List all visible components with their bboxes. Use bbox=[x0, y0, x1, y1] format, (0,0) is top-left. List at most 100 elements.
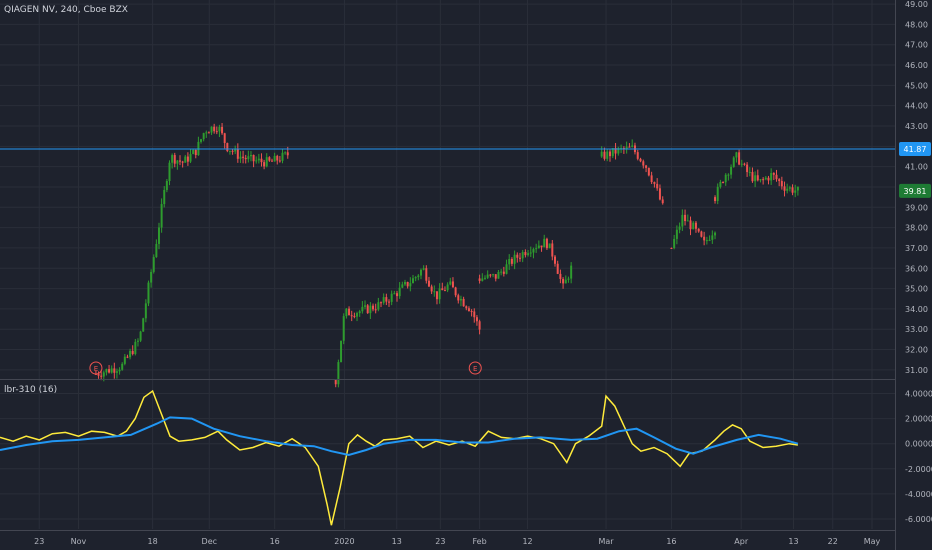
candle-body bbox=[108, 369, 111, 373]
candle-body bbox=[681, 214, 684, 227]
candle-body bbox=[462, 298, 465, 307]
candle-body bbox=[446, 284, 449, 291]
candle-body bbox=[147, 282, 150, 304]
candle-body bbox=[369, 305, 372, 314]
candle-body bbox=[730, 166, 733, 175]
candle-body bbox=[661, 199, 664, 204]
candle-body bbox=[454, 287, 457, 296]
candle-body bbox=[513, 254, 516, 264]
candle-body bbox=[244, 157, 247, 160]
candle-body bbox=[176, 160, 179, 164]
candle-body bbox=[239, 156, 242, 159]
candle-body bbox=[457, 295, 460, 301]
candle-body bbox=[197, 141, 200, 156]
candle-body bbox=[449, 281, 452, 285]
time-tick-label: 12 bbox=[522, 537, 532, 546]
candle-body bbox=[492, 274, 495, 276]
candle-body bbox=[714, 232, 717, 236]
candle-body bbox=[705, 240, 708, 242]
candle-body bbox=[110, 368, 113, 373]
indicator-legend[interactable]: lbr-310 (16) bbox=[4, 385, 58, 395]
candle-body bbox=[414, 277, 417, 279]
candle-body bbox=[727, 174, 730, 176]
candle-body bbox=[207, 132, 210, 134]
candle-body bbox=[286, 152, 289, 156]
candle-body bbox=[353, 315, 356, 317]
time-axis[interactable]: 23 Nov 18 Dec 16 2020 13 23 Feb 12 Mar 16 Apr 13 22 May bbox=[34, 537, 880, 546]
candle-body bbox=[100, 375, 103, 377]
candle-body bbox=[136, 340, 139, 342]
candle-body bbox=[527, 253, 530, 256]
candle-body bbox=[494, 274, 497, 279]
candle-body bbox=[606, 151, 609, 159]
candle-body bbox=[200, 139, 203, 142]
candle-body bbox=[537, 245, 540, 249]
candle-body bbox=[647, 167, 650, 176]
candle-body bbox=[342, 316, 345, 341]
candle-body bbox=[600, 151, 603, 157]
candle-body bbox=[788, 187, 791, 189]
candle-body bbox=[192, 149, 195, 155]
candle-body bbox=[521, 252, 524, 259]
price-tick-label: 44.00 bbox=[905, 102, 928, 111]
candle-body bbox=[719, 181, 722, 187]
time-tick-label: Dec bbox=[202, 537, 217, 546]
last-price-tag bbox=[899, 183, 931, 198]
candle-body bbox=[465, 306, 468, 309]
indicator-tick-label: -2.0000 bbox=[905, 465, 932, 474]
candle-body bbox=[126, 356, 129, 358]
candle-body bbox=[772, 173, 775, 175]
candle-body bbox=[470, 311, 473, 313]
candle-body bbox=[105, 369, 108, 373]
price-tick-label: 32.00 bbox=[905, 346, 928, 355]
indicator-axis[interactable]: 4.0000 2.0000 0.0000 -2.0000 -4.0000 -6.0000 bbox=[905, 390, 932, 524]
candle-body bbox=[374, 309, 377, 311]
symbol-legend[interactable]: QIAGEN NV, 240, Cboe BZX bbox=[4, 5, 128, 15]
candle-body bbox=[775, 174, 778, 180]
candle-body bbox=[508, 258, 511, 265]
candle-body bbox=[722, 181, 725, 183]
candle-body bbox=[473, 311, 476, 318]
candle-body bbox=[636, 152, 639, 159]
candle-body bbox=[179, 160, 182, 162]
candle-body bbox=[535, 248, 538, 250]
price-tick-label: 31.00 bbox=[905, 366, 928, 375]
candle-body bbox=[502, 271, 505, 274]
indicator-tick-label: 4.0000 bbox=[905, 390, 932, 399]
candle-body bbox=[692, 222, 695, 230]
candle-body bbox=[163, 189, 166, 205]
candle-body bbox=[340, 340, 343, 363]
candle-body bbox=[409, 283, 412, 287]
price-tick-label: 48.00 bbox=[905, 20, 928, 29]
candle-body bbox=[236, 148, 239, 159]
candle-body bbox=[724, 174, 727, 183]
candle-body bbox=[673, 238, 676, 249]
earnings-marker-label: E bbox=[94, 365, 98, 373]
candle-body bbox=[265, 157, 268, 167]
candle-body bbox=[382, 297, 385, 303]
candle-body bbox=[142, 318, 145, 332]
candle-body bbox=[767, 177, 770, 181]
price-axis[interactable]: 49.0048.0047.0046.0045.0044.0043.0042.00… bbox=[905, 0, 928, 375]
candle-body bbox=[102, 372, 105, 377]
time-tick-label: May bbox=[864, 537, 881, 546]
candle-body bbox=[398, 287, 401, 297]
candle-body bbox=[228, 150, 231, 152]
candle-body bbox=[796, 186, 799, 191]
candle-body bbox=[129, 350, 132, 358]
candle-body bbox=[205, 132, 208, 134]
candle-body bbox=[202, 133, 205, 140]
candle-body bbox=[459, 298, 462, 301]
candle-body bbox=[743, 163, 746, 165]
time-tick-label: 18 bbox=[148, 537, 158, 546]
candle-body bbox=[603, 151, 606, 159]
candle-body bbox=[160, 204, 163, 228]
candle-body bbox=[670, 247, 673, 249]
candle-body bbox=[497, 271, 500, 279]
candle-body bbox=[617, 148, 620, 154]
candle-body bbox=[425, 268, 428, 281]
price-tick-label: 41.00 bbox=[905, 163, 928, 172]
